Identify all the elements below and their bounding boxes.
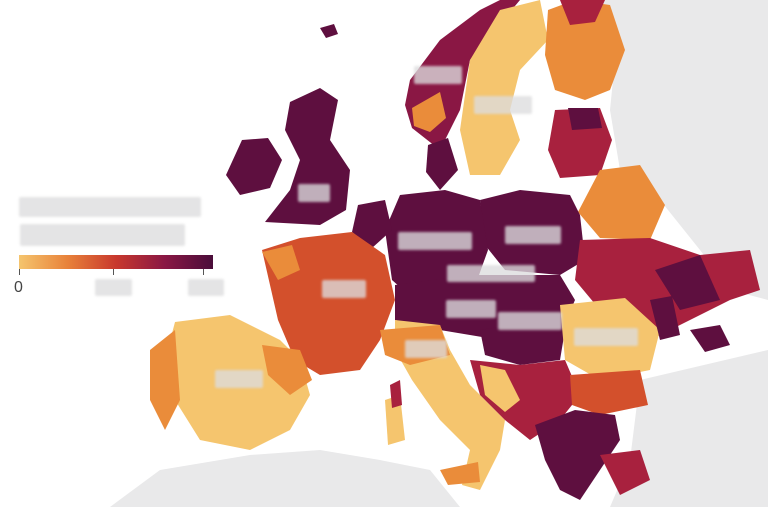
hungary-region	[480, 322, 565, 365]
norway-south-region	[412, 92, 446, 132]
sweden-region	[460, 0, 548, 175]
portugal-region	[150, 330, 180, 430]
corsica-region	[390, 380, 402, 408]
country-label	[574, 328, 638, 346]
country-label	[498, 312, 562, 330]
turkey-land	[610, 350, 768, 507]
benelux-region	[352, 200, 392, 248]
country-label	[405, 340, 447, 358]
finland-north-region	[560, 0, 605, 25]
legend-tick	[19, 269, 20, 275]
legend-zero-label: 0	[14, 279, 23, 296]
legend-mid-label	[95, 279, 132, 296]
country-label	[505, 226, 561, 244]
bulgaria-region	[570, 370, 648, 415]
legend-max-label	[188, 279, 224, 296]
russia-land	[600, 0, 768, 300]
legend-tick	[203, 269, 204, 275]
greece-region	[535, 410, 620, 500]
legend-subtitle	[20, 224, 185, 246]
brittany-region	[262, 245, 300, 280]
iceland-region	[320, 24, 338, 38]
legend-color-scale	[19, 255, 213, 269]
country-label	[474, 96, 532, 114]
country-label	[447, 265, 535, 282]
denmark-region	[426, 138, 458, 190]
sicily-region	[440, 462, 480, 485]
finland-region	[545, 0, 625, 100]
ireland-region	[226, 138, 282, 195]
crimea-region	[690, 325, 730, 352]
country-label	[446, 300, 496, 318]
legend-title	[19, 197, 201, 217]
greek-islands-region	[600, 450, 650, 495]
catalonia-region	[262, 345, 312, 395]
legend-tick	[113, 269, 114, 275]
north-africa-land	[110, 450, 460, 507]
moldova-region	[650, 296, 680, 340]
country-label	[414, 66, 462, 84]
belarus-region	[578, 165, 665, 240]
croatia-region	[480, 365, 520, 412]
sardinia-region	[385, 395, 405, 445]
country-label	[322, 280, 366, 298]
country-label	[298, 184, 330, 202]
ukraine-east-region	[655, 255, 720, 310]
country-label	[215, 370, 263, 388]
italy-region	[395, 320, 505, 490]
country-label	[398, 232, 472, 250]
estonia-region	[568, 108, 602, 130]
